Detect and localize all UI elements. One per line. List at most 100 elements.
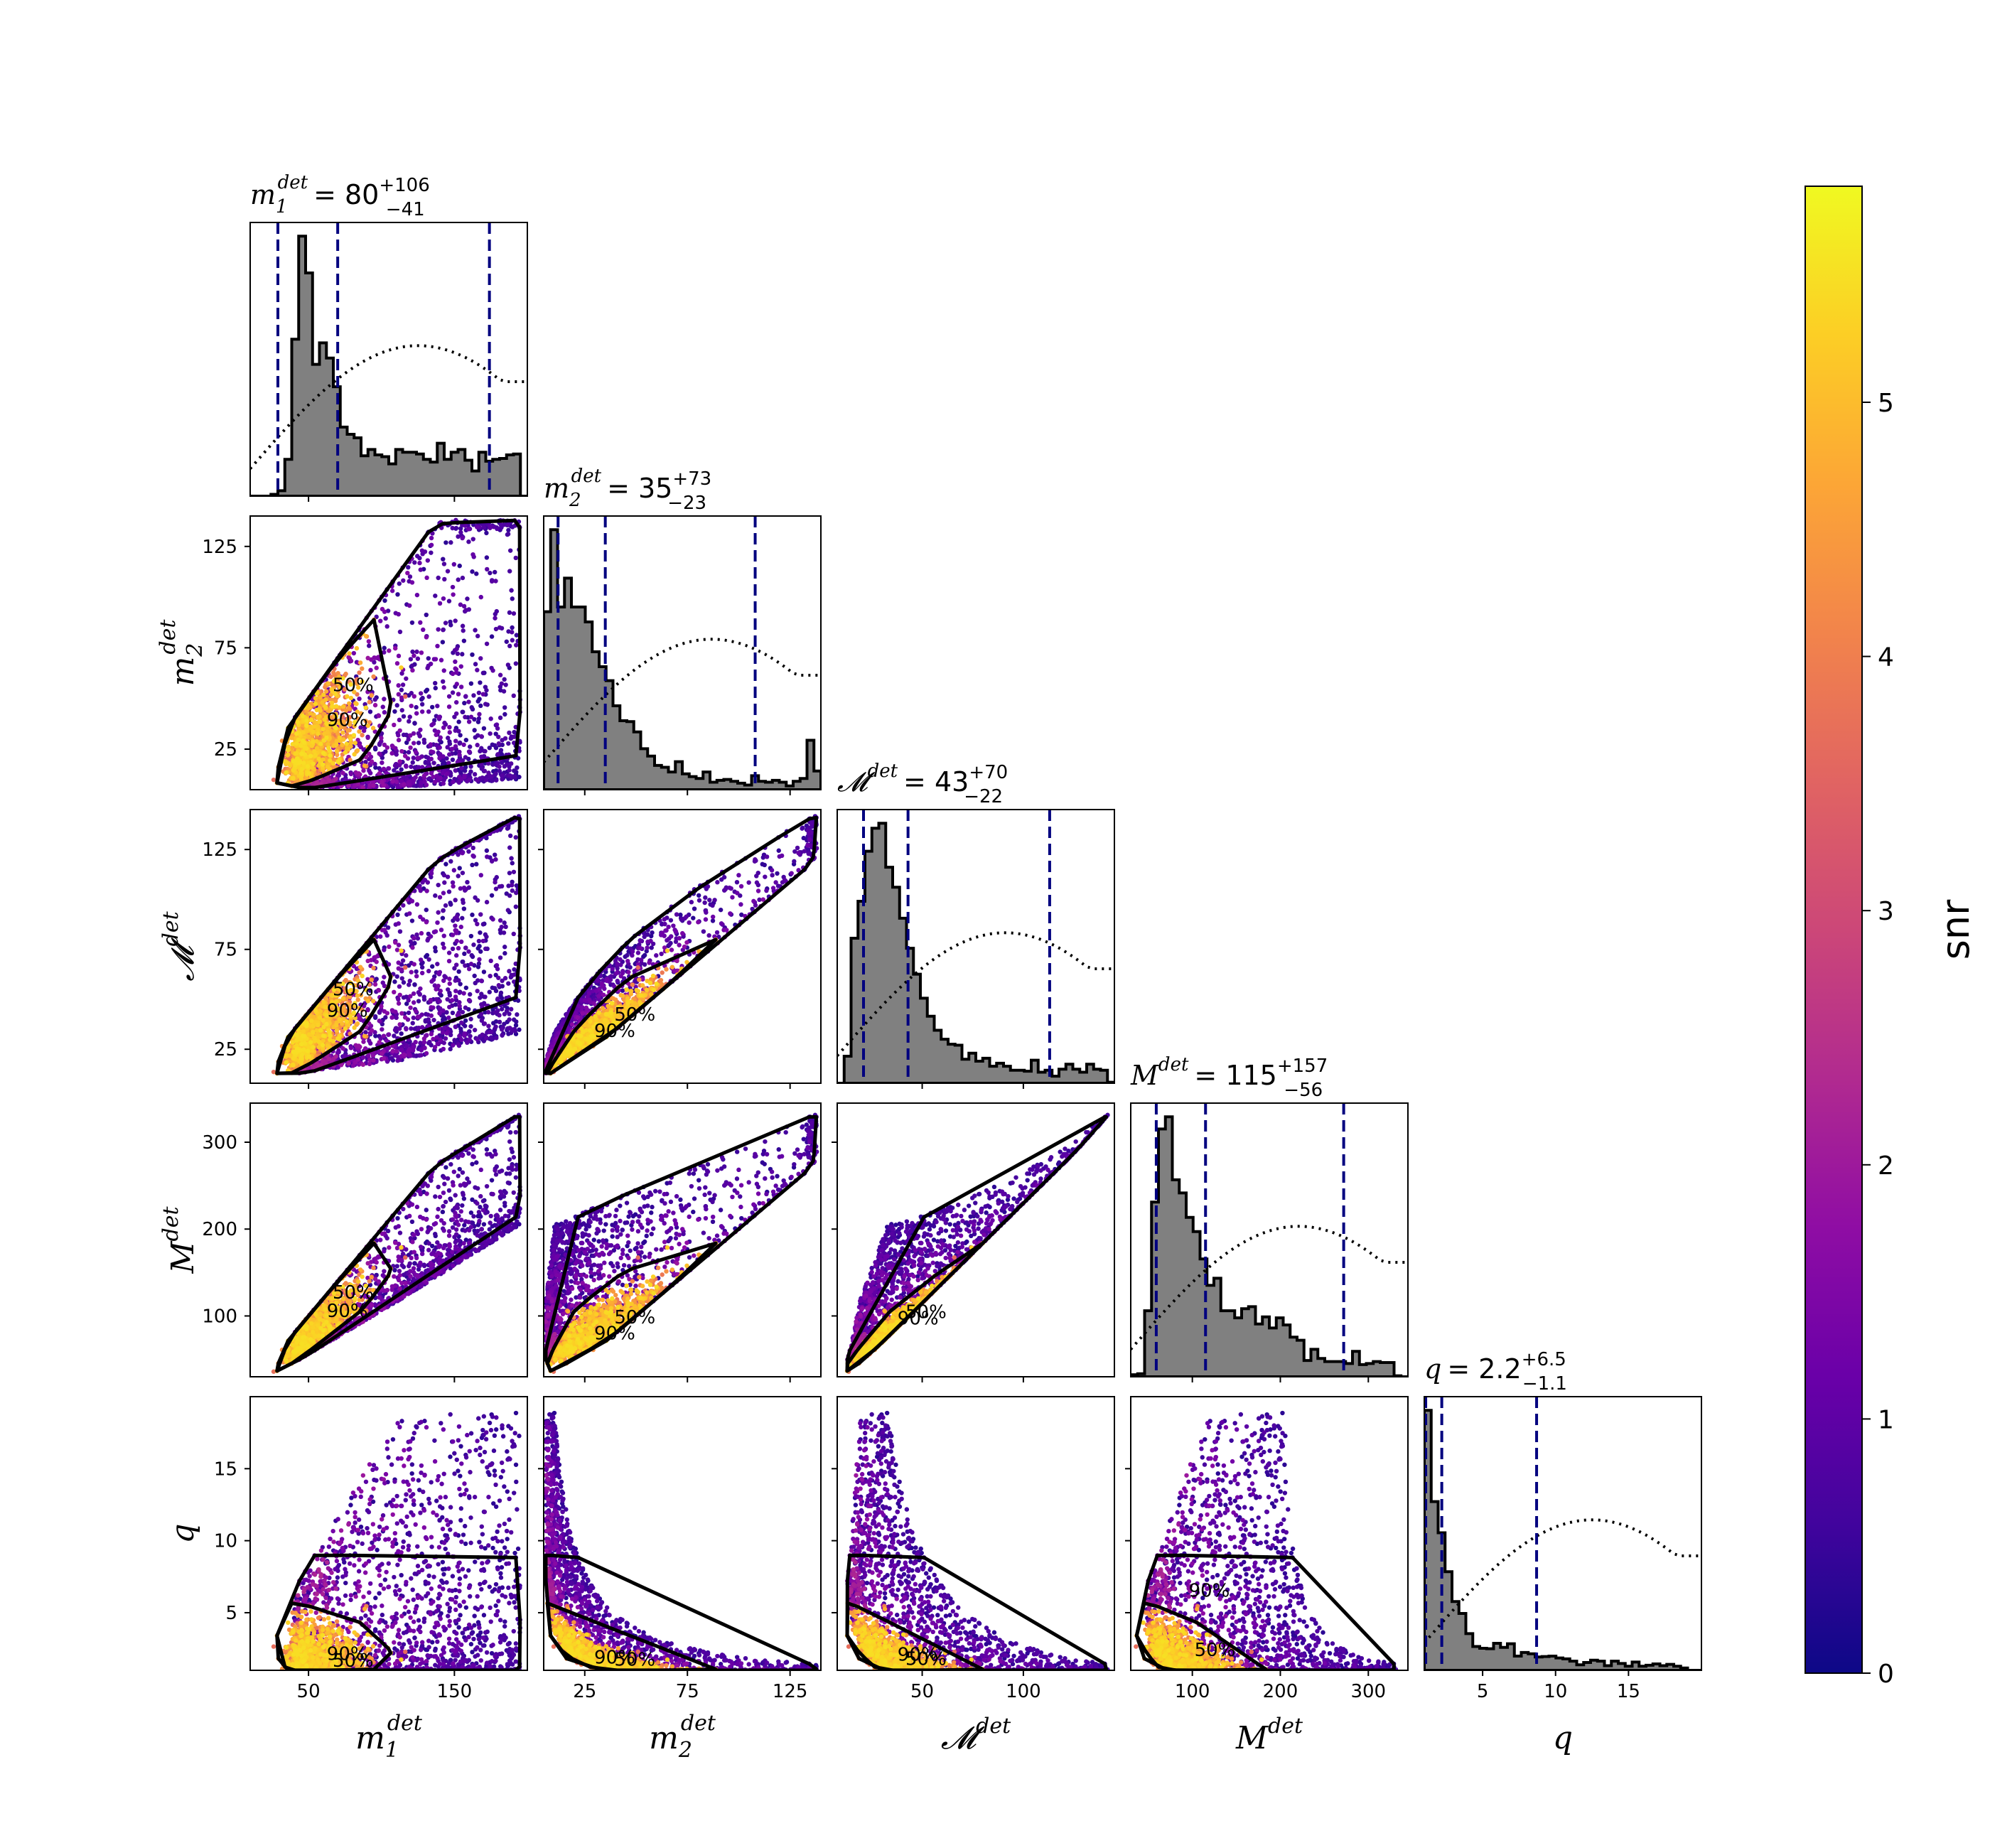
scatter-point xyxy=(433,945,438,950)
scatter-point xyxy=(512,967,517,972)
scatter-point xyxy=(489,579,495,584)
scatter-point xyxy=(348,741,353,746)
scatter-point xyxy=(475,633,480,639)
scatter-point xyxy=(337,721,342,726)
scatter-point xyxy=(348,1003,353,1008)
scatter-point xyxy=(395,592,400,597)
panel-frame xyxy=(543,515,822,790)
scatter-point xyxy=(426,709,431,714)
scatter-point xyxy=(458,602,463,607)
scatter-point xyxy=(441,908,446,913)
scatter-point xyxy=(418,1041,423,1046)
scatter-point xyxy=(468,769,473,774)
scatter-point xyxy=(468,933,474,939)
scatter-point xyxy=(470,552,475,557)
scatter-point xyxy=(479,1018,485,1024)
histogram-bars xyxy=(250,235,527,496)
scatter-point xyxy=(482,768,488,773)
scatter-point xyxy=(309,765,315,770)
scatter-point xyxy=(367,988,373,993)
scatter-point xyxy=(373,955,378,960)
scatter-point xyxy=(338,685,343,691)
scatter-point xyxy=(396,612,401,617)
scatter-point xyxy=(468,1016,473,1021)
scatter-point xyxy=(457,990,462,995)
scatter-point xyxy=(441,679,446,684)
scatter-point xyxy=(480,1032,485,1038)
scatter-point xyxy=(404,994,409,999)
scatter-point xyxy=(493,569,498,575)
scatter-point xyxy=(333,714,339,719)
scatter-point xyxy=(515,1012,520,1017)
scatter-point xyxy=(441,933,446,938)
scatter-point xyxy=(488,525,493,530)
scatter-point xyxy=(353,741,358,746)
scatter-point xyxy=(507,569,512,574)
scatter-point xyxy=(326,741,331,747)
scatter-point xyxy=(493,857,498,862)
scatter-point xyxy=(498,748,504,753)
scatter-point xyxy=(493,771,498,776)
scatter-point xyxy=(376,713,382,719)
scatter-point xyxy=(335,752,340,758)
scatter-point xyxy=(469,705,474,710)
scatter-point xyxy=(434,742,439,748)
scatter-point xyxy=(440,1030,446,1035)
contour-90 xyxy=(275,518,522,790)
scatter-point xyxy=(403,694,408,699)
scatter-point xyxy=(412,694,416,699)
scatter-point xyxy=(459,1020,464,1025)
scatter-point xyxy=(502,711,507,717)
scatter-point xyxy=(348,758,353,763)
scatter-point xyxy=(429,1013,434,1019)
scatter-point xyxy=(445,745,450,750)
scatter-point xyxy=(404,764,409,769)
scatter-point xyxy=(472,973,477,979)
scatter-point xyxy=(447,1004,452,1010)
scatter-point xyxy=(456,1043,462,1048)
scatter-point xyxy=(433,893,438,898)
scatter-point xyxy=(354,702,359,707)
scatter-point xyxy=(382,598,387,603)
scatter-point xyxy=(355,978,361,984)
scatter-point xyxy=(394,974,399,979)
scatter-point xyxy=(284,770,289,775)
scatter-point xyxy=(484,848,490,853)
scatter-point xyxy=(433,593,438,598)
scatter-point xyxy=(517,1027,522,1032)
scatter-point xyxy=(503,682,508,687)
scatter-point xyxy=(429,550,434,555)
scatter-point xyxy=(377,751,382,756)
scatter-point xyxy=(408,994,413,999)
scatter-point xyxy=(314,707,319,713)
scatter-point xyxy=(340,1012,345,1017)
scatter-point xyxy=(433,929,439,934)
scatter-point xyxy=(352,689,357,694)
scatter-point xyxy=(380,606,385,612)
scatter-point xyxy=(499,1027,505,1032)
scatter-point xyxy=(366,639,372,644)
scatter-point xyxy=(335,1065,340,1070)
scatter-point xyxy=(421,627,426,633)
scatter-point xyxy=(438,988,443,994)
scatter-point xyxy=(493,886,499,891)
scatter-point xyxy=(354,645,360,651)
scatter-point xyxy=(447,724,452,730)
scatter-point xyxy=(460,623,466,628)
scatter-point xyxy=(433,948,438,954)
scatter-point xyxy=(506,527,511,533)
scatter-point xyxy=(308,753,313,758)
scatter-point xyxy=(456,874,461,879)
scatter-point xyxy=(337,982,342,988)
scatter-point xyxy=(333,776,338,782)
scatter-point xyxy=(402,1052,407,1058)
scatter-point xyxy=(475,778,480,783)
scatter-point xyxy=(439,928,444,933)
scatter-point xyxy=(372,982,378,987)
scatter-point xyxy=(408,939,414,945)
scatter-point xyxy=(493,1024,498,1029)
scatter-point xyxy=(428,934,434,939)
scatter-point xyxy=(397,717,402,723)
scatter-point xyxy=(416,765,421,770)
scatter-point xyxy=(494,722,500,727)
